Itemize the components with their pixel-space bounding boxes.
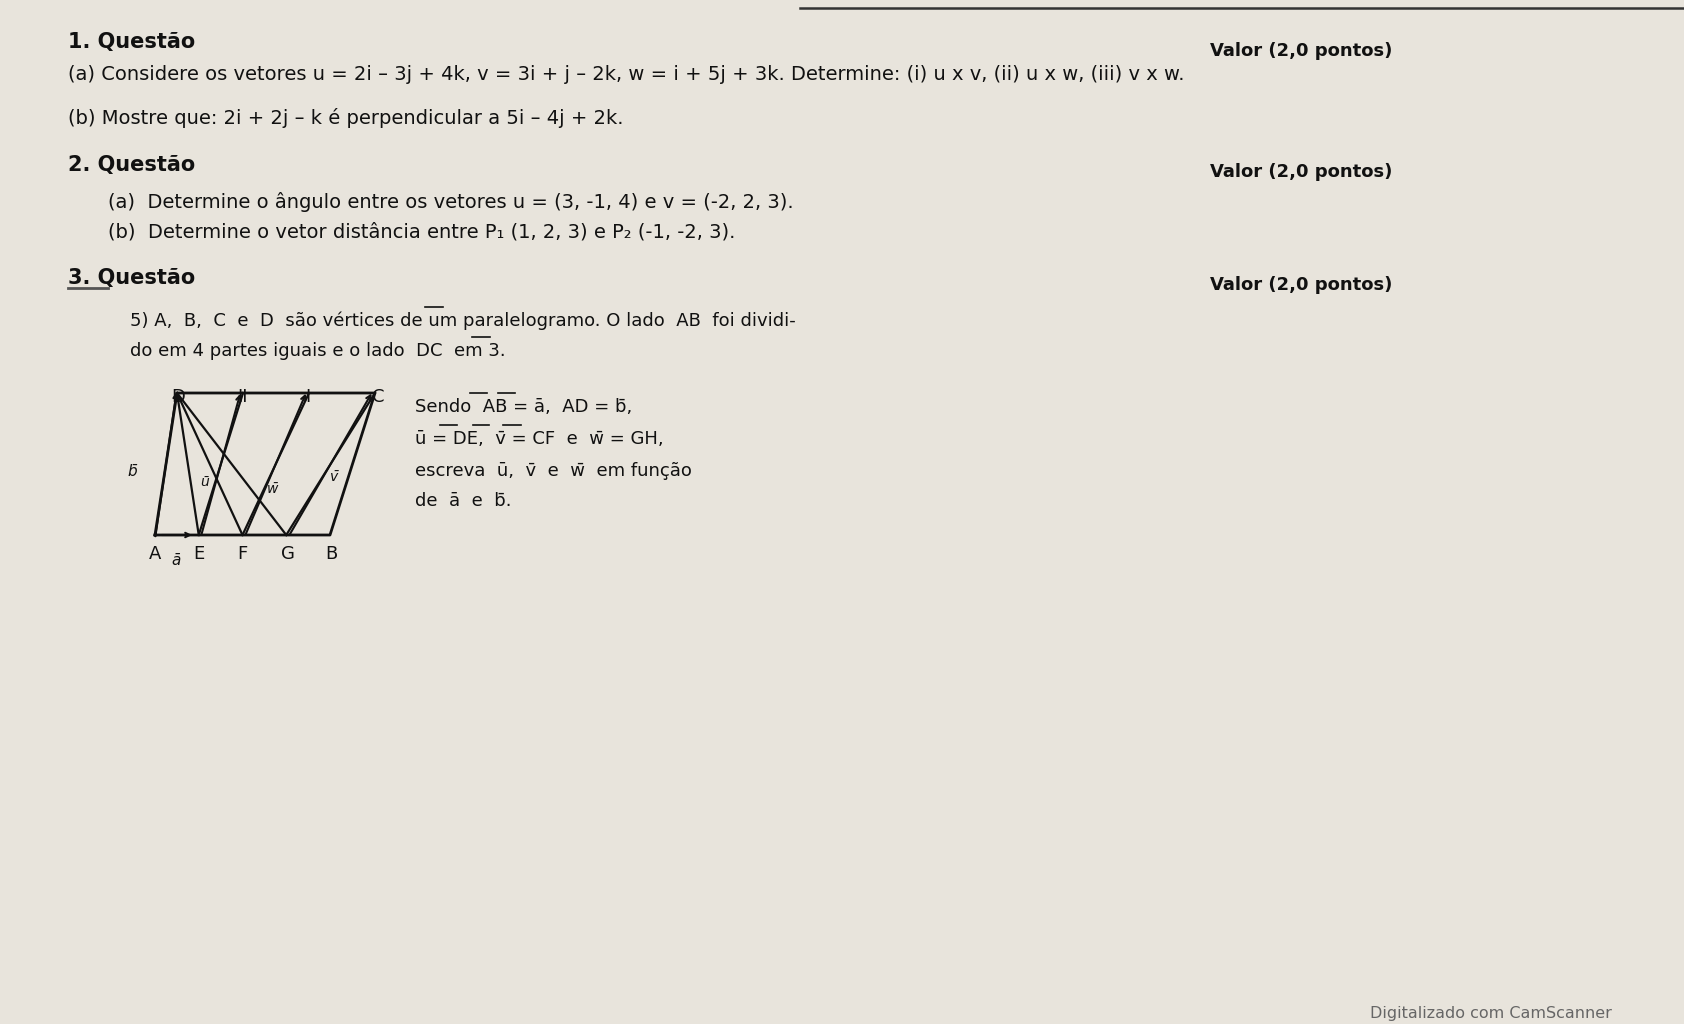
Text: ū: ū [200, 475, 209, 489]
Text: w̄: w̄ [268, 482, 278, 496]
Text: de  ā  e  b̄.: de ā e b̄. [414, 492, 512, 510]
Text: escreva  ū,  v̄  e  w̄  em função: escreva ū, v̄ e w̄ em função [414, 462, 692, 480]
Text: II: II [237, 388, 248, 406]
Text: 5) A,  B,  C  e  D  são vértices de um paralelogramo. O lado  AB  foi dividi-: 5) A, B, C e D são vértices de um parale… [130, 312, 797, 331]
Text: (b)  Determine o vetor distância entre P₁ (1, 2, 3) e P₂ (-1, -2, 3).: (b) Determine o vetor distância entre P₁… [108, 222, 736, 241]
Text: (b) Mostre que: 2i + 2j – k é perpendicular a 5i – 4j + 2k.: (b) Mostre que: 2i + 2j – k é perpendicu… [67, 108, 623, 128]
Text: F: F [237, 545, 248, 563]
Text: Sendo  AB = ā,  AD = b̄,: Sendo AB = ā, AD = b̄, [414, 398, 632, 416]
Text: Digitalizado com CamScanner: Digitalizado com CamScanner [1371, 1006, 1612, 1021]
Text: 3. Questão: 3. Questão [67, 268, 195, 288]
Text: Valor (2,0 pontos): Valor (2,0 pontos) [1211, 163, 1393, 181]
Text: 1. Questão: 1. Questão [67, 32, 195, 52]
Text: Valor (2,0 pontos): Valor (2,0 pontos) [1211, 276, 1393, 294]
Text: C: C [372, 388, 384, 406]
Text: A: A [148, 545, 162, 563]
Text: G: G [281, 545, 295, 563]
Text: Valor (2,0 pontos): Valor (2,0 pontos) [1211, 42, 1393, 60]
Text: v̄: v̄ [330, 470, 338, 484]
Text: (a)  Determine o ângulo entre os vetores u = (3, -1, 4) e v = (-2, 2, 3).: (a) Determine o ângulo entre os vetores … [108, 193, 793, 212]
Text: B: B [325, 545, 337, 563]
Text: 2. Questão: 2. Questão [67, 155, 195, 175]
Text: ā: ā [172, 553, 180, 568]
Text: (a) Considere os vetores u = 2i – 3j + 4k, v = 3i + j – 2k, w = i + 5j + 3k. Det: (a) Considere os vetores u = 2i – 3j + 4… [67, 65, 1184, 84]
Text: D: D [172, 388, 185, 406]
Text: do em 4 partes iguais e o lado  DC  em 3.: do em 4 partes iguais e o lado DC em 3. [130, 342, 505, 360]
Text: b̄: b̄ [126, 464, 136, 479]
Text: E: E [194, 545, 204, 563]
Text: I: I [305, 388, 310, 406]
Text: ū = DE,  v̄ = CF  e  w̄ = GH,: ū = DE, v̄ = CF e w̄ = GH, [414, 430, 663, 449]
